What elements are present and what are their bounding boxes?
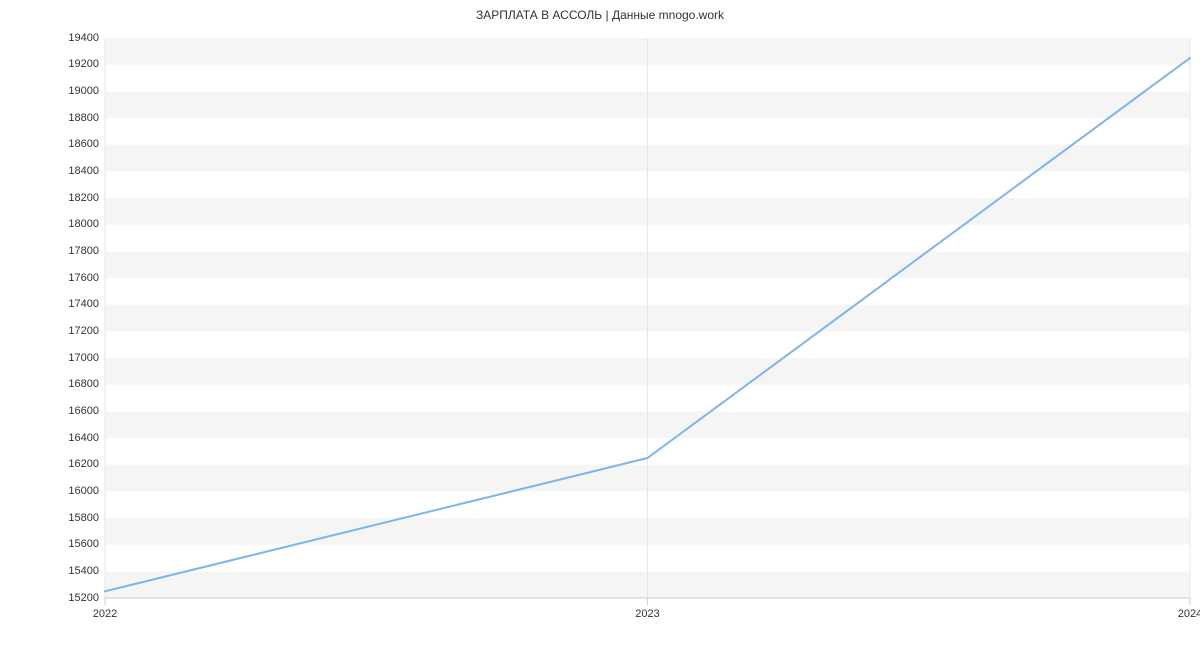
y-tick-label: 17000 (68, 352, 99, 364)
salary-line-chart: ЗАРПЛАТА В АССОЛЬ | Данные mnogo.work 15… (0, 0, 1200, 650)
y-tick-label: 18200 (68, 192, 99, 204)
chart-title: ЗАРПЛАТА В АССОЛЬ | Данные mnogo.work (0, 8, 1200, 22)
y-tick-label: 18600 (68, 138, 99, 150)
x-tick-label: 2022 (93, 608, 117, 620)
y-tick-label: 17600 (68, 272, 99, 284)
y-tick-label: 15800 (68, 512, 99, 524)
y-tick-label: 16400 (68, 432, 99, 444)
y-tick-label: 17800 (68, 245, 99, 257)
chart-plot (105, 38, 1190, 598)
y-tick-label: 19200 (68, 58, 99, 70)
y-tick-label: 18000 (68, 218, 99, 230)
y-tick-label: 16600 (68, 405, 99, 417)
y-tick-label: 15400 (68, 565, 99, 577)
y-tick-label: 15600 (68, 538, 99, 550)
y-tick-label: 18400 (68, 165, 99, 177)
x-tick-label: 2023 (635, 608, 659, 620)
y-tick-label: 15200 (68, 592, 99, 604)
y-tick-label: 16200 (68, 458, 99, 470)
y-tick-label: 19400 (68, 32, 99, 44)
y-tick-label: 18800 (68, 112, 99, 124)
y-tick-label: 16800 (68, 378, 99, 390)
y-tick-label: 17200 (68, 325, 99, 337)
y-tick-label: 19000 (68, 85, 99, 97)
y-tick-label: 17400 (68, 298, 99, 310)
x-tick-label: 2024 (1178, 608, 1200, 620)
y-tick-label: 16000 (68, 485, 99, 497)
